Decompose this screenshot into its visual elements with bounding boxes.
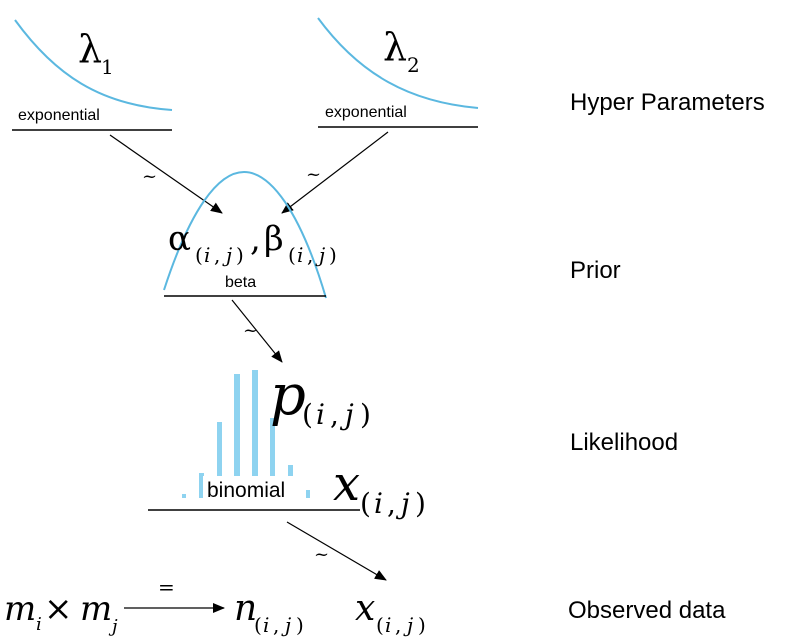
tilde-left: ~ <box>142 166 157 187</box>
prior-dist-label: beta <box>225 274 256 291</box>
m-i-symbol: m <box>4 589 36 629</box>
xo-sub-open: ( <box>376 613 384 637</box>
n-sub-open: ( <box>254 613 262 637</box>
n-sub-comma: , <box>273 613 279 637</box>
n-sub-close: ) <box>296 613 304 637</box>
histogram-bar <box>217 422 222 498</box>
lambda1-symbol: λ <box>78 27 102 71</box>
level-label-prior: Prior <box>570 257 621 284</box>
arrow-likelihood-to-observed <box>286 521 387 581</box>
arrow-prior-to-likelihood <box>231 299 283 363</box>
x-observed-symbol: x <box>355 588 375 629</box>
histogram-bar <box>306 490 310 498</box>
likelihood-dist-label: binomial <box>207 479 285 502</box>
p-subscript: ( i , j ) <box>302 398 371 431</box>
beta-sub-close: ) <box>329 243 337 267</box>
beta-sub-comma: , <box>307 243 313 267</box>
exponential-curve-1 <box>14 19 173 111</box>
m-j-subscript: j <box>108 616 118 637</box>
n-sub-i: i <box>263 613 269 637</box>
alpha-sub-open: ( <box>195 243 203 267</box>
xo-sub-j: j <box>403 613 413 637</box>
lambda1-dist-label: exponential <box>18 107 100 124</box>
m-i-subscript: i <box>36 614 42 635</box>
x-sub-i: i <box>374 487 383 520</box>
m-j-symbol: m <box>80 589 112 629</box>
x-likelihood-symbol: x <box>333 456 360 512</box>
histogram-bar <box>199 473 204 498</box>
xo-sub-i: i <box>385 613 391 637</box>
n-symbol: n <box>234 588 257 629</box>
tilde-right: ~ <box>306 164 321 185</box>
alpha-subscript: ( i , j ) <box>195 243 244 267</box>
level-label-likelihood: Likelihood <box>570 429 678 456</box>
x-sub-comma: , <box>387 487 396 520</box>
p-sub-close: ) <box>360 398 371 431</box>
p-sub-comma: , <box>330 398 339 431</box>
alpha-sub-comma: , <box>214 243 220 267</box>
binomial-label-backdrop <box>203 476 305 502</box>
p-sub-i: i <box>316 398 325 431</box>
x-sub-open: ( <box>360 487 371 520</box>
arrow-lambda2-to-beta <box>281 131 389 214</box>
x-sub-close: ) <box>415 487 426 520</box>
arrow-lambda1-to-alpha <box>109 134 223 214</box>
beta-symbol: β <box>264 219 284 259</box>
beta-sub-open: ( <box>288 243 296 267</box>
alpha-sub-i: i <box>204 243 210 267</box>
alpha-sub-close: ) <box>236 243 244 267</box>
lambda2-subscript: 2 <box>407 53 420 77</box>
alpha-sub-j: j <box>222 243 232 267</box>
beta-curve <box>163 170 327 299</box>
lambda1-subscript: 1 <box>101 55 114 79</box>
p-sub-j: j <box>339 398 354 431</box>
p-sub-open: ( <box>302 398 313 431</box>
xo-sub-comma: , <box>395 613 401 637</box>
beta-sub-i: i <box>297 243 303 267</box>
tilde-lower: ~ <box>314 544 329 565</box>
beta-sub-j: j <box>315 243 325 267</box>
prior-separator: , <box>250 219 261 259</box>
beta-subscript: ( i , j ) <box>288 243 337 267</box>
n-sub-j: j <box>281 613 291 637</box>
x-sub-j: j <box>395 487 410 520</box>
tilde-middle: ~ <box>243 320 258 341</box>
histogram-bar <box>234 374 240 498</box>
x-observed-subscript: ( i , j ) <box>376 613 426 637</box>
alpha-symbol: α <box>168 219 191 259</box>
equals-label: = <box>158 575 175 599</box>
level-label-hyper: Hyper Parameters <box>570 89 765 116</box>
lambda2-dist-label: exponential <box>325 104 407 121</box>
p-symbol: p <box>270 363 306 428</box>
histogram-bar <box>182 494 186 498</box>
times-symbol: × <box>44 589 73 629</box>
exponential-curve-2 <box>317 17 479 109</box>
histogram-bar <box>270 418 275 498</box>
level-label-observed: Observed data <box>568 597 726 624</box>
x-likelihood-subscript: ( i , j ) <box>360 487 426 520</box>
histogram-bar <box>252 370 258 498</box>
n-subscript: ( i , j ) <box>254 613 304 637</box>
xo-sub-close: ) <box>418 613 426 637</box>
lambda2-symbol: λ <box>383 25 407 69</box>
